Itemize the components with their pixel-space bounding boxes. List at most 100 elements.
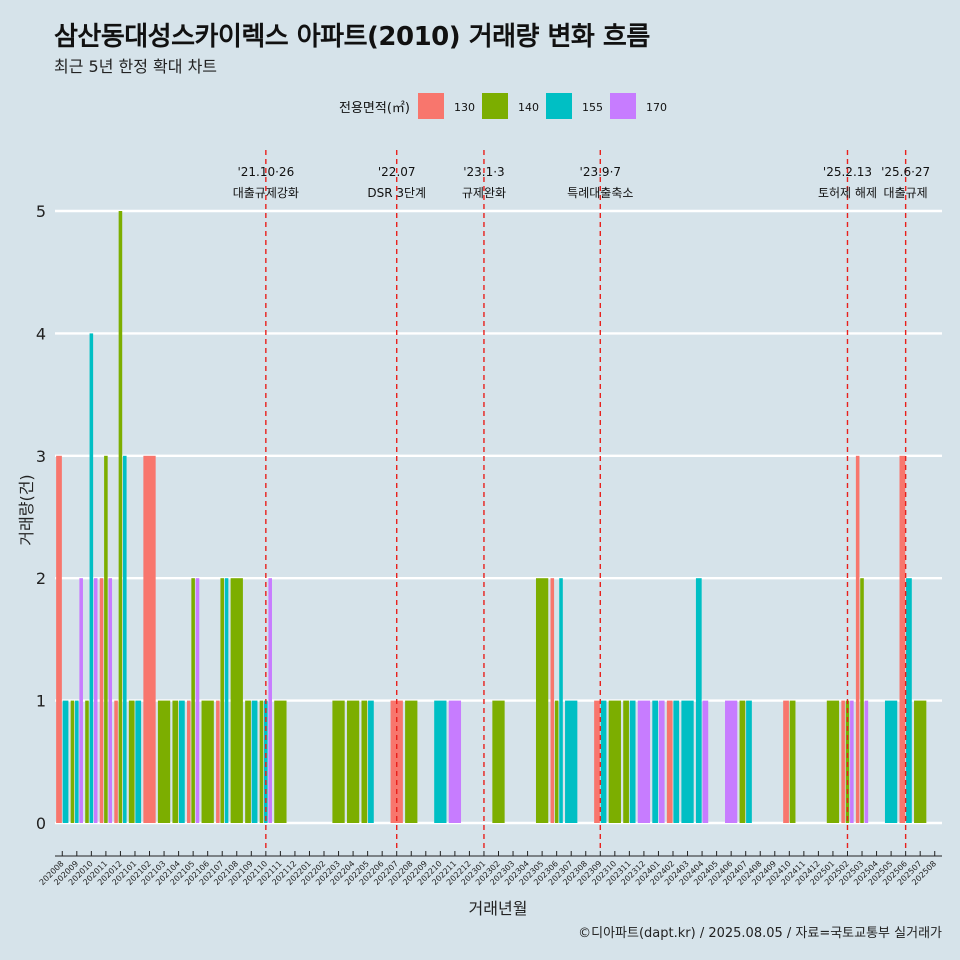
bar-202205-140: [361, 700, 368, 823]
source-caption: ©디아파트(dapt.kr) / 2025.08.05 / 자료=국토교통부 실…: [578, 926, 942, 941]
bar-202402-155: [673, 700, 680, 823]
event-date-label: '22.07: [378, 165, 416, 179]
bar-202211-170: [448, 700, 462, 823]
bar-202404-155: [695, 578, 702, 823]
bar-202507-140: [914, 700, 927, 823]
bar-202401-155: [652, 700, 659, 823]
bar-202102-130: [143, 455, 156, 823]
bar-202307-155: [565, 700, 578, 823]
bar-202306-155: [559, 578, 563, 823]
event-markers: '21.10·26 대출규제강화 '22.07 DSR 3단계 '23.1·3 규제완화 '…: [233, 150, 930, 852]
y-tick-label: 1: [36, 692, 46, 711]
bar-202110-140: [259, 700, 264, 823]
bar-202101-155: [135, 700, 142, 823]
bar-202501-140: [826, 700, 840, 823]
bar-202401-170: [658, 700, 665, 823]
bar-202109-140: [245, 700, 251, 823]
bar-202310-140: [608, 700, 621, 823]
bar-202311-140: [623, 700, 629, 823]
bar-202503-140: [860, 578, 864, 823]
bar-202104-155: [178, 700, 185, 823]
bar-202105-140: [191, 578, 195, 823]
bar-202105-170: [195, 578, 200, 823]
bar-202107-130: [216, 700, 220, 823]
bar-202110-155: [264, 700, 268, 823]
bar-202011-140: [104, 455, 108, 823]
event-name-label: 대출규제: [884, 186, 928, 200]
bar-202009-170: [79, 578, 83, 823]
bar-202207-130: [390, 700, 403, 823]
bar-202306-140: [554, 700, 559, 823]
bar-202009-140: [70, 700, 75, 823]
bar-202312-170: [637, 700, 651, 823]
x-axis-title: 거래년월: [469, 899, 528, 918]
event-date-label: '23.1·3: [463, 165, 504, 179]
event-name-label: DSR 3단계: [367, 186, 426, 200]
bar-202109-155: [251, 700, 258, 823]
legend-label-155: 155: [582, 101, 603, 114]
bar-202011-130: [99, 578, 104, 823]
bar-202012-130: [114, 700, 118, 823]
bar-202204-140: [346, 700, 360, 823]
bar-202505-155: [884, 700, 898, 823]
y-tick-label: 2: [36, 569, 46, 588]
bar-202205-155: [368, 700, 374, 823]
bar-202407-155: [746, 700, 752, 823]
bar-202305-140: [535, 578, 549, 823]
bar-202103-140: [157, 700, 171, 823]
legend-label-130: 130: [454, 101, 475, 114]
bar-202106-140: [201, 700, 214, 823]
event-date-label: '25.2.13: [823, 165, 872, 179]
y-tick-label: 4: [36, 324, 46, 343]
legend-swatch-170: [610, 93, 636, 119]
legend-label-170: 170: [646, 101, 667, 114]
bar-202306-130: [550, 578, 555, 823]
bar-202208-140: [405, 700, 418, 823]
y-axis-ticks: 0 1 2 3 4 5: [36, 202, 46, 833]
event-name-label: 특례대출축소: [567, 186, 633, 200]
bar-202406-170: [725, 700, 738, 823]
legend-swatch-155: [546, 93, 572, 119]
legend: 전용면적(㎡) 130 140 155 170: [339, 93, 667, 119]
bar-202108-140: [230, 578, 243, 823]
legend-label-140: 140: [518, 101, 539, 114]
bars: [56, 211, 927, 823]
bar-202302-140: [492, 700, 505, 823]
bar-202107-140: [220, 578, 225, 823]
bar-202210-155: [434, 700, 447, 823]
bar-202101-140: [128, 700, 135, 823]
bar-202502-130: [841, 700, 845, 823]
x-axis: 2020082020092020102020112020122021012021…: [38, 851, 942, 887]
legend-title: 전용면적(㎡): [339, 101, 410, 116]
bar-202110-170: [268, 578, 272, 823]
bar-202105-130: [186, 700, 191, 823]
event-name-label: 토허제 해제: [818, 186, 877, 200]
bar-202502-140: [845, 700, 850, 823]
bar-202402-130: [666, 700, 673, 823]
chart-subtitle: 최근 5년 한정 확대 차트: [54, 57, 218, 76]
event-date-label: '25.6·27: [881, 165, 930, 179]
bar-202104-140: [172, 700, 179, 823]
bar-202311-155: [629, 700, 636, 823]
bar-202008-130: [56, 455, 62, 823]
bar-202309-130: [594, 700, 600, 823]
legend-swatch-140: [482, 93, 508, 119]
bar-202403-155: [681, 700, 694, 823]
y-tick-label: 0: [36, 814, 46, 833]
bar-202503-130: [855, 455, 860, 823]
bar-202012-140: [118, 211, 123, 823]
bar-202111-140: [274, 700, 287, 823]
bar-202010-155: [89, 333, 94, 823]
bar-202410-130: [783, 700, 789, 823]
bar-202010-140: [85, 700, 89, 823]
y-tick-label: 5: [36, 202, 46, 221]
bar-202012-155: [123, 455, 127, 823]
bar-202503-170: [864, 700, 869, 823]
bar-202404-170: [702, 700, 709, 823]
event-name-label: 대출규제강화: [233, 186, 299, 200]
bar-202107-155: [224, 578, 229, 823]
event-date-label: '23.9·7: [580, 165, 621, 179]
bar-202506-130: [899, 455, 906, 823]
bar-202506-155: [906, 578, 912, 823]
